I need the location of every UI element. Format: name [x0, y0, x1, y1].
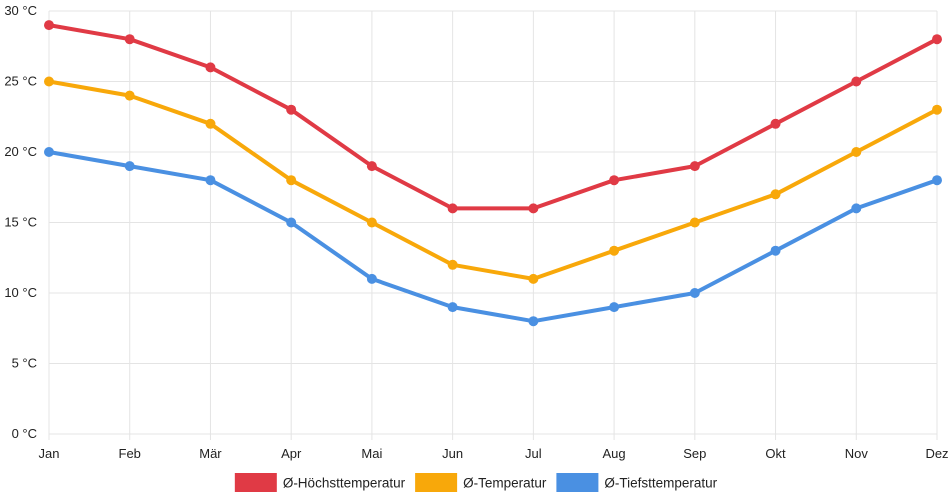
data-point[interactable]	[932, 175, 942, 186]
y-tick-label: 30 °C	[4, 3, 37, 18]
data-point[interactable]	[609, 302, 620, 313]
x-tick-label: Sep	[683, 446, 706, 461]
y-tick-label: 15 °C	[4, 215, 37, 230]
data-point[interactable]	[124, 34, 135, 45]
data-point[interactable]	[44, 147, 54, 157]
data-point[interactable]	[932, 104, 942, 115]
data-point[interactable]	[286, 175, 297, 186]
x-axis: Jan Feb Mär Apr Mai Jun Jul Aug Sep Okt Nov Dez	[39, 446, 949, 461]
data-point[interactable]	[447, 259, 458, 270]
data-point[interactable]	[286, 104, 297, 115]
series-line	[47, 150, 939, 324]
data-point[interactable]	[770, 245, 781, 256]
y-tick-label: 5 °C	[12, 356, 37, 371]
legend-item[interactable]: Ø-Temperatur	[415, 473, 547, 492]
x-tick-label: Mär	[199, 446, 222, 461]
data-point[interactable]	[528, 273, 539, 284]
data-point[interactable]	[124, 161, 135, 172]
series-1	[44, 20, 942, 214]
data-point[interactable]	[689, 288, 700, 298]
data-point[interactable]	[528, 316, 539, 327]
legend-item[interactable]: Ø-Tiefsttemperatur	[556, 473, 718, 492]
legend-label: Ø-Tiefsttemperatur	[604, 476, 717, 491]
data-point[interactable]	[851, 76, 862, 87]
x-tick-label: Feb	[119, 446, 141, 461]
data-point[interactable]	[609, 175, 620, 186]
data-point[interactable]	[124, 90, 135, 101]
data-point[interactable]	[205, 175, 216, 186]
y-tick-label: 10 °C	[4, 285, 37, 300]
data-point[interactable]	[205, 62, 216, 73]
series-lines	[44, 20, 942, 327]
x-tick-label: Okt	[765, 446, 786, 461]
y-tick-label: 25 °C	[4, 74, 37, 89]
x-tick-label: Aug	[603, 446, 626, 461]
legend-swatch	[234, 473, 277, 492]
data-point[interactable]	[689, 217, 700, 228]
data-point[interactable]	[205, 118, 216, 129]
legend-swatch	[415, 473, 458, 492]
legend-item[interactable]: Ø-Höchsttemperatur	[234, 473, 406, 492]
data-point[interactable]	[447, 203, 458, 214]
legend-label: Ø-Temperatur	[463, 476, 547, 491]
series-2	[44, 76, 942, 284]
series-3	[44, 147, 942, 327]
x-tick-label: Mai	[361, 446, 382, 461]
x-tick-label: Dez	[925, 446, 948, 461]
data-point[interactable]	[851, 203, 862, 214]
legend-label: Ø-Höchsttemperatur	[283, 476, 406, 491]
legend-swatch	[556, 473, 599, 492]
y-axis: 0 °C 5 °C 10 °C 15 °C 20 °C 25 °C 30 °C	[4, 3, 37, 441]
data-point[interactable]	[366, 217, 377, 228]
data-point[interactable]	[609, 245, 620, 256]
data-point[interactable]	[932, 34, 942, 45]
data-point[interactable]	[44, 76, 54, 87]
data-point[interactable]	[366, 273, 377, 284]
x-tick-label: Jun	[442, 446, 463, 461]
data-point[interactable]	[44, 20, 54, 31]
x-tick-label: Jan	[39, 446, 60, 461]
y-tick-label: 20 °C	[4, 144, 37, 159]
data-point[interactable]	[689, 161, 700, 172]
x-tick-label: Jul	[525, 446, 542, 461]
data-point[interactable]	[770, 118, 781, 129]
x-tick-label: Apr	[281, 446, 302, 461]
legend: Ø-Höchsttemperatur Ø-Temperatur Ø-Tiefstte…	[234, 473, 718, 492]
y-tick-label: 0 °C	[12, 426, 37, 441]
series-line	[47, 79, 939, 281]
x-tick-label: Nov	[845, 446, 869, 461]
data-point[interactable]	[447, 302, 458, 313]
data-point[interactable]	[770, 189, 781, 200]
data-point[interactable]	[528, 203, 539, 214]
series-line	[47, 23, 939, 211]
data-point[interactable]	[366, 161, 377, 172]
grid	[48, 10, 938, 440]
data-point[interactable]	[286, 217, 297, 228]
data-point[interactable]	[851, 147, 862, 157]
